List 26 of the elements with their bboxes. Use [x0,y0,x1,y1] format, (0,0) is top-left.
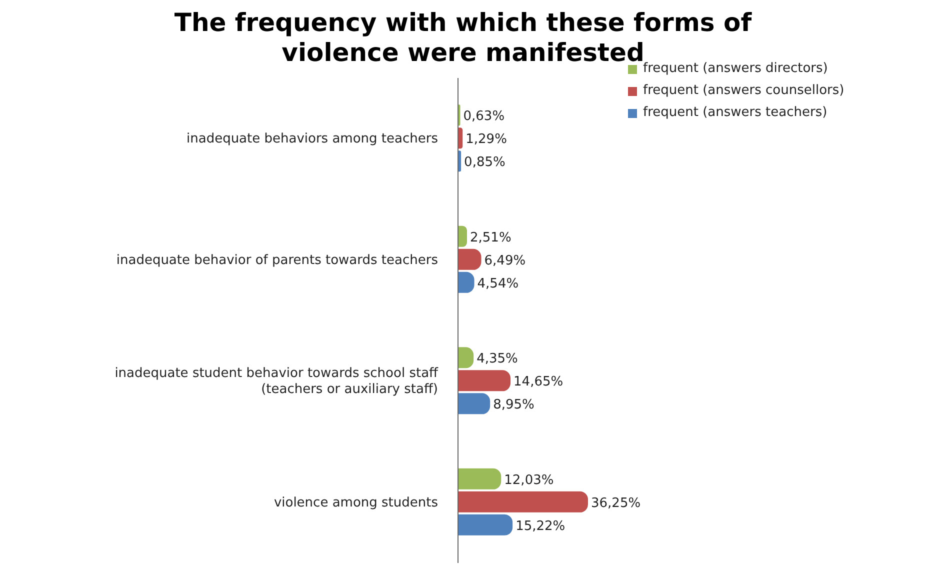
bar [458,248,482,270]
bar [458,491,588,512]
data-label: 15,22% [516,518,566,534]
data-label: 0,63% [463,109,505,124]
bar [458,370,511,392]
bar [458,393,490,414]
data-label: 1,29% [466,132,507,148]
data-label: 4,35% [476,352,518,367]
data-label: 6,49% [484,253,526,268]
y-tick-label: inadequate student behavior towards school staff (teachers or auxiliary staff) [114,366,440,398]
data-label: 36,25% [591,496,641,511]
legend-label: frequent (answers directors) [643,60,828,78]
data-label: 0,85% [464,155,506,170]
y-tick-label: violence among students [274,495,438,510]
data-label: 14,65% [514,374,564,390]
y-tick-label: inadequate behaviors among teachers [186,132,438,147]
data-label: 4,54% [477,276,519,292]
data-label: 12,03% [504,472,554,488]
y-tick-label: inadequate behavior of parents towards teachers [116,252,438,268]
bar [458,226,467,247]
bar [458,514,513,536]
data-label: 8,95% [493,398,534,413]
data-label: 2,51% [470,230,512,246]
legend-label: frequent (answers teachers) [643,104,828,122]
bar [458,468,502,490]
legend-label: frequent (answers counsellors) [643,82,844,100]
